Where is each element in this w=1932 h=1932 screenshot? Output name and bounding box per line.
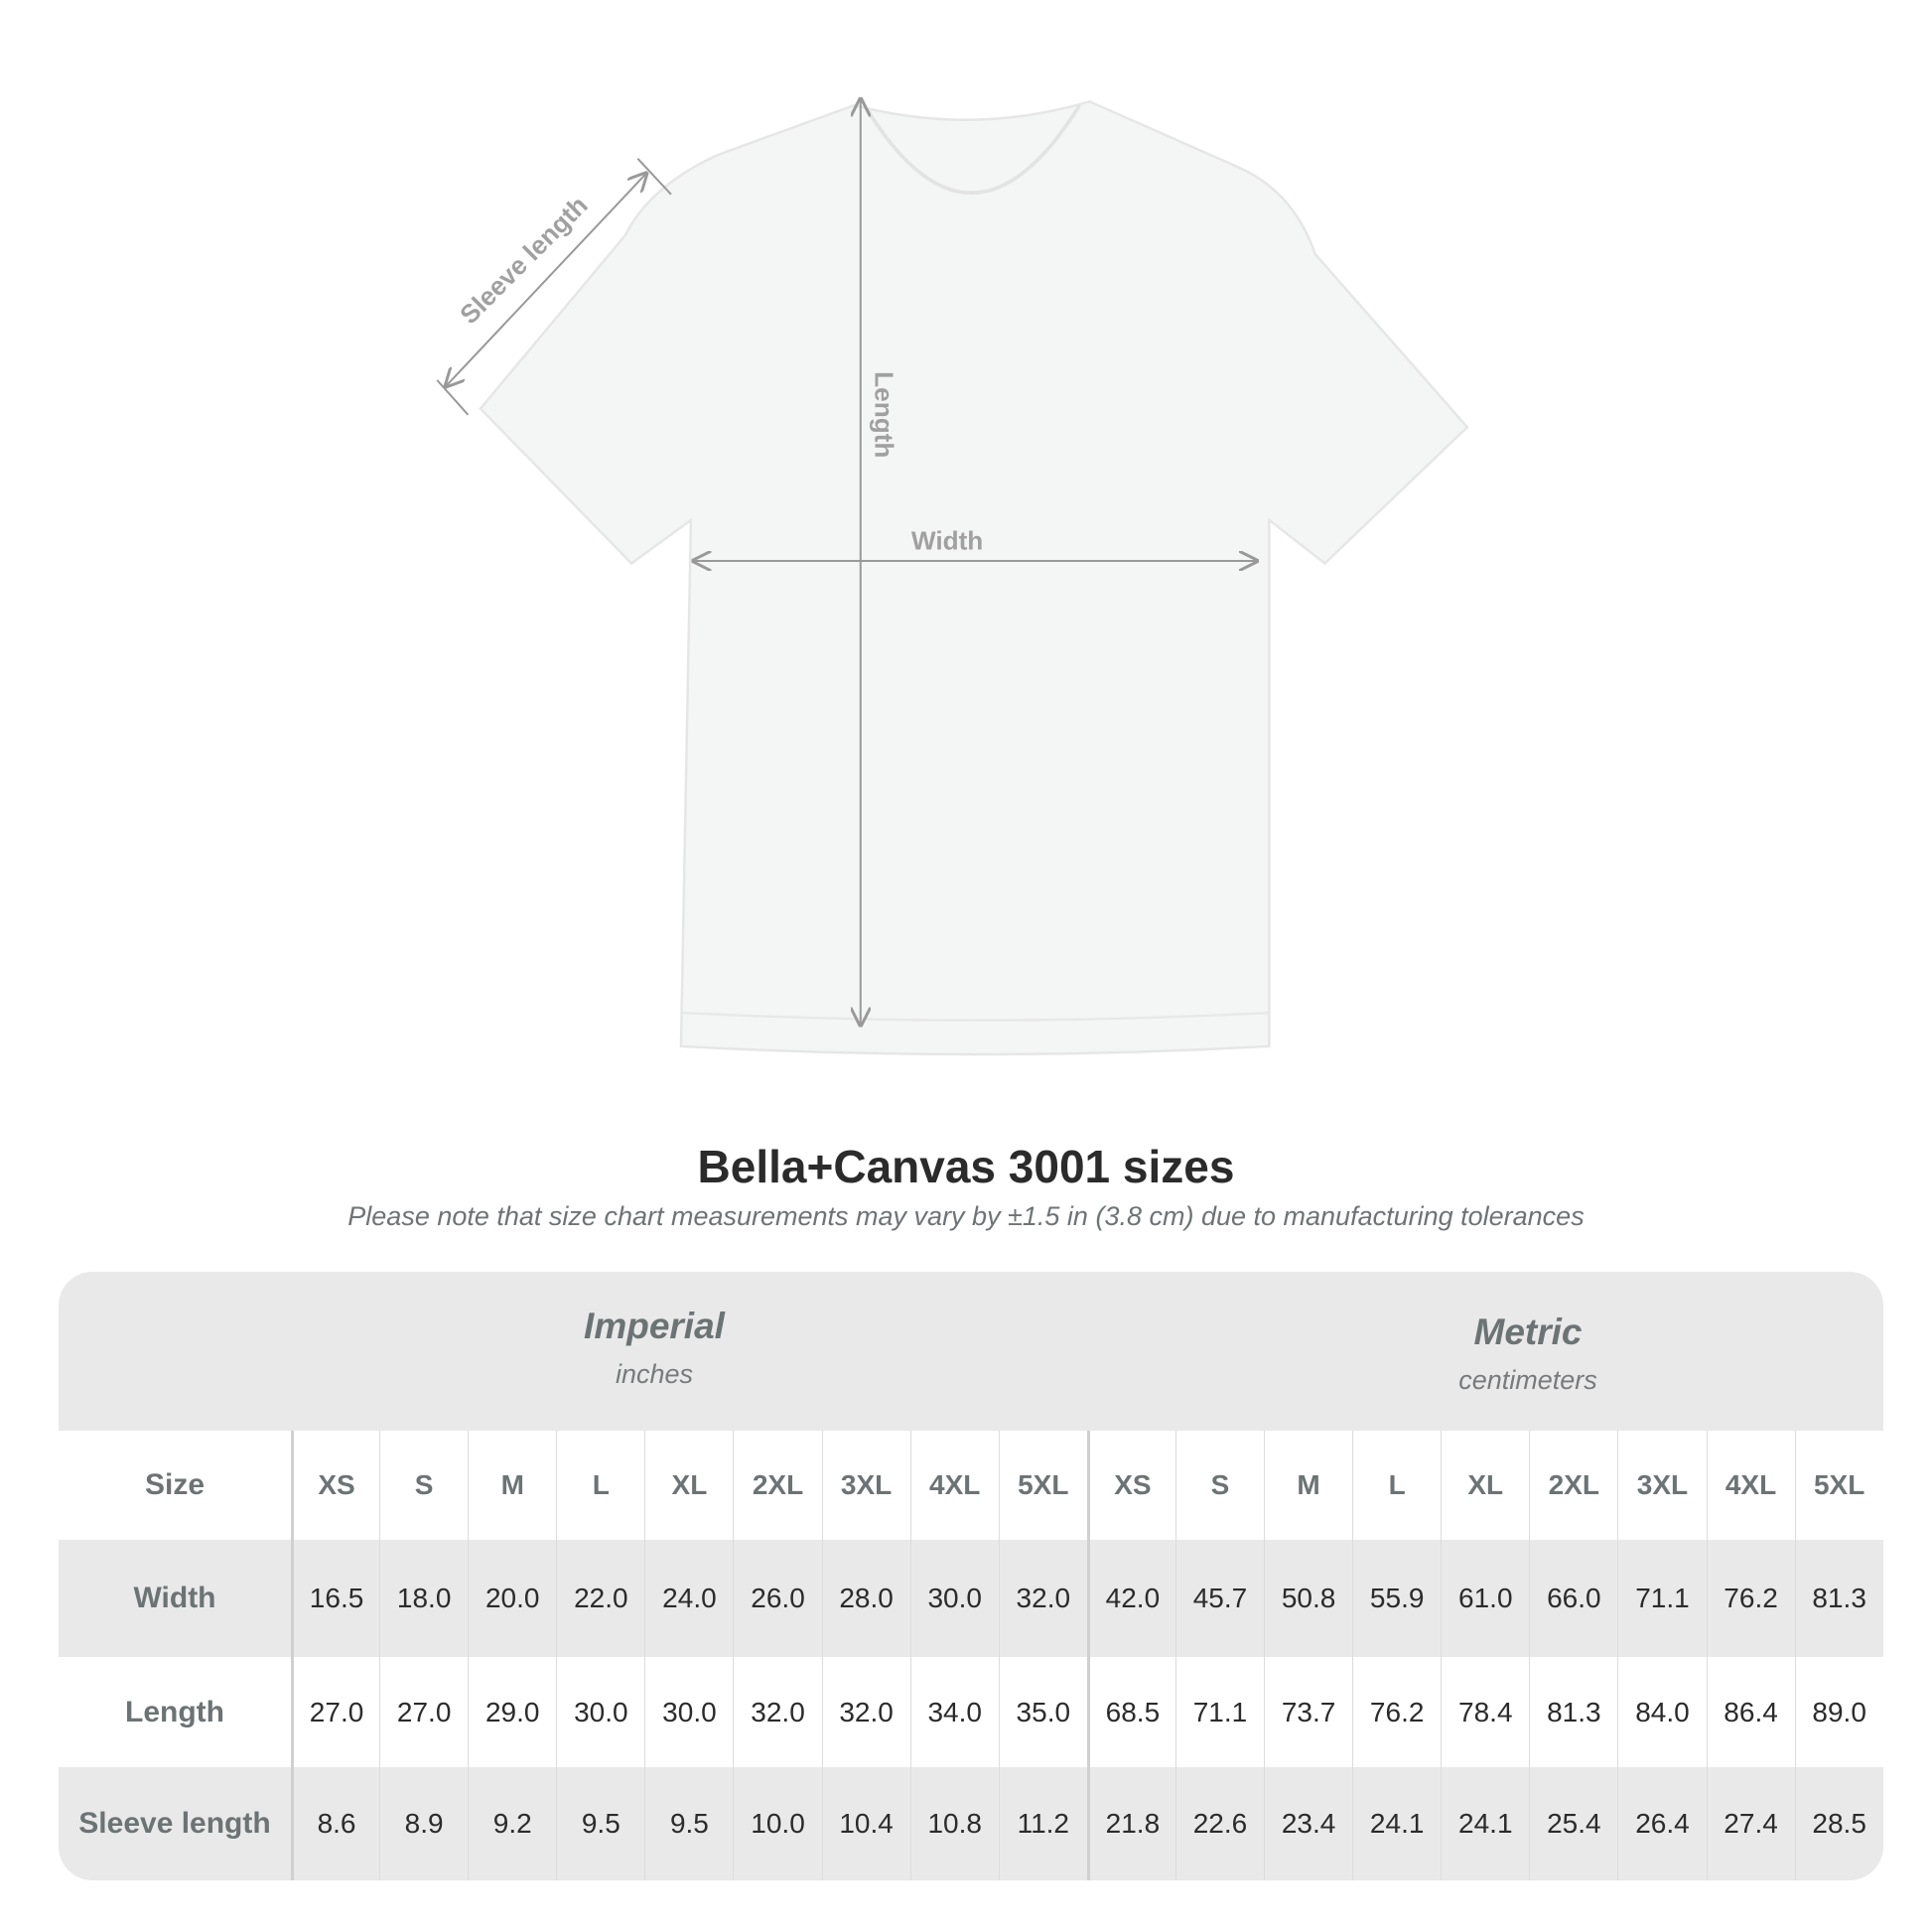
sleeve-arrow [446,174,646,387]
size-header-row: Size XS S M L XL 2XL 3XL 4XL 5XL XS S M L XL 2XL 3XL 4XL 5… [59,1431,1883,1540]
row-label: Width [133,1582,216,1614]
metric-value: 25.4 [1529,1767,1617,1880]
imperial-value: 22.0 [556,1540,644,1657]
metric-value: 84.0 [1617,1657,1706,1767]
metric-value: 66.0 [1529,1540,1617,1657]
size-header: XL [1441,1431,1529,1540]
metric-value: 68.5 [1086,1657,1175,1767]
size-header: S [379,1431,468,1540]
width-label: Width [911,526,983,556]
size-header: 4XL [1706,1431,1795,1540]
metric-value: 42.0 [1086,1540,1175,1657]
metric-value: 26.4 [1617,1767,1706,1880]
imperial-value: 8.6 [291,1767,379,1880]
units-header: Imperial inches Metric centimeters [59,1272,1883,1431]
metric-value: 86.4 [1706,1657,1795,1767]
metric-value: 71.1 [1617,1540,1706,1657]
imperial-value: 26.0 [733,1540,821,1657]
metric-value: 71.1 [1174,1657,1264,1767]
metric-value: 22.6 [1174,1767,1264,1880]
imperial-value: 35.0 [998,1657,1087,1767]
imperial-value: 9.5 [644,1767,733,1880]
imperial-value: 34.0 [909,1657,999,1767]
metric-value: 23.4 [1264,1767,1352,1880]
page-title: Bella+Canvas 3001 sizes [697,1141,1235,1192]
imperial-value: 27.0 [291,1657,379,1767]
imperial-value: 32.0 [998,1540,1087,1657]
size-header: 5XL [998,1431,1087,1540]
table-row: Length 27.0 27.0 29.0 30.0 30.0 32.0 32.0 34.0 35… [59,1657,1883,1767]
imperial-value: 28.0 [821,1540,910,1657]
size-header: XS [291,1431,379,1540]
table-row: Width 16.5 18.0 20.0 22.0 24.0 26.0 28.0 30.0 32.… [59,1540,1883,1657]
metric-value: 81.3 [1529,1657,1617,1767]
size-header: S [1174,1431,1264,1540]
size-header: 2XL [1529,1431,1617,1540]
metric-value: 76.2 [1352,1657,1441,1767]
metric-value: 24.1 [1352,1767,1441,1880]
imperial-value: 18.0 [379,1540,468,1657]
row-label: Length [125,1695,224,1728]
size-header: 3XL [821,1431,910,1540]
metric-value: 50.8 [1264,1540,1352,1657]
size-header: L [556,1431,644,1540]
size-table: Imperial inches Metric centimeters Size X… [59,1272,1883,1880]
metric-value: 76.2 [1706,1540,1795,1657]
metric-value: 55.9 [1352,1540,1441,1657]
metric-value: 89.0 [1794,1657,1883,1767]
size-header: XL [644,1431,733,1540]
metric-value: 61.0 [1441,1540,1529,1657]
size-header: L [1352,1431,1441,1540]
size-header: 4XL [909,1431,999,1540]
imperial-value: 10.8 [909,1767,999,1880]
row-label: Sleeve length [78,1807,271,1840]
size-header: 2XL [733,1431,821,1540]
metric-header: Metric centimeters [1458,1311,1597,1395]
metric-value: 27.4 [1706,1767,1795,1880]
metric-value: 28.5 [1794,1767,1883,1880]
size-header: M [468,1431,556,1540]
tolerance-note: Please note that size chart measurements… [347,1201,1585,1231]
metric-value: 45.7 [1174,1540,1264,1657]
imperial-value: 20.0 [468,1540,556,1657]
imperial-value: 30.0 [909,1540,999,1657]
tshirt-diagram: Sleeve length Length Width [436,0,1469,1056]
imperial-value: 24.0 [644,1540,733,1657]
imperial-value: 29.0 [468,1657,556,1767]
imperial-value: 8.9 [379,1767,468,1880]
tshirt-shape [479,99,1469,1056]
imperial-value: 32.0 [733,1657,821,1767]
imperial-value: 30.0 [644,1657,733,1767]
size-header: M [1264,1431,1352,1540]
size-header: XS [1086,1431,1175,1540]
metric-value: 78.4 [1441,1657,1529,1767]
imperial-value: 10.0 [733,1767,821,1880]
size-header: 5XL [1794,1431,1883,1540]
imperial-value: 30.0 [556,1657,644,1767]
imperial-value: 10.4 [821,1767,910,1880]
row-label: Size [144,1468,206,1501]
collar [865,104,1082,195]
size-header: 3XL [1617,1431,1706,1540]
imperial-value: 9.5 [556,1767,644,1880]
imperial-value: 27.0 [379,1657,468,1767]
imperial-value: 9.2 [468,1767,556,1880]
imperial-value: 16.5 [291,1540,379,1657]
metric-value: 73.7 [1264,1657,1352,1767]
metric-value: 81.3 [1794,1540,1883,1657]
metric-value: 24.1 [1441,1767,1529,1880]
imperial-header: Imperial inches [584,1306,725,1389]
imperial-value: 11.2 [998,1767,1087,1880]
imperial-value: 32.0 [821,1657,910,1767]
length-label: Length [870,371,899,458]
table-row: Sleeve length 8.6 8.9 9.2 9.5 9.5 10.0 10.4 10.8… [59,1767,1883,1880]
metric-value: 21.8 [1086,1767,1175,1880]
